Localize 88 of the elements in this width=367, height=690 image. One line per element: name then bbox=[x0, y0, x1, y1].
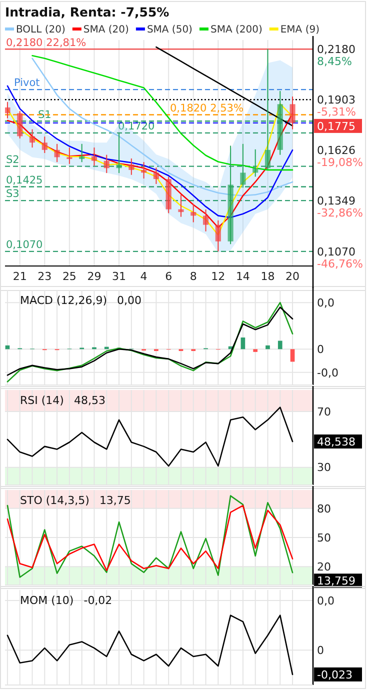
candlestick bbox=[5, 101, 10, 119]
legend-label: SMA (200) bbox=[210, 24, 262, 36]
x-tick-label: 18 bbox=[260, 270, 275, 283]
bar bbox=[104, 346, 109, 350]
chart-subtitle: 0,00 bbox=[117, 294, 142, 307]
x-tick-label: 4 bbox=[140, 270, 148, 283]
ref-line-label: 0,1820 2,53% bbox=[170, 102, 244, 114]
x-tick-label: 14 bbox=[236, 270, 250, 283]
y-tick-label: -0,0 bbox=[317, 366, 338, 380]
x-tick-label: 6 bbox=[165, 270, 172, 283]
candlestick bbox=[240, 143, 246, 188]
line-series bbox=[6, 614, 294, 676]
ref-line-label: 0,1070 bbox=[6, 239, 43, 252]
candlestick bbox=[104, 154, 110, 174]
text: 8,45% bbox=[317, 54, 352, 68]
y-tick-label: 30 bbox=[317, 461, 331, 474]
bar bbox=[266, 345, 270, 350]
bar bbox=[240, 338, 246, 350]
y-tick-label: 0 bbox=[317, 342, 324, 356]
candlestick bbox=[178, 194, 184, 218]
candlestick bbox=[153, 167, 159, 184]
chart-subtitle: 13,75 bbox=[99, 494, 131, 507]
legend-label: EMA (9) bbox=[280, 24, 320, 36]
chart-subtitle: 48,53 bbox=[74, 394, 106, 407]
candlestick bbox=[42, 136, 48, 154]
y-tick-label: 0,1626 bbox=[317, 144, 356, 157]
candlestick bbox=[290, 96, 296, 130]
chart-title: MOM (10) bbox=[20, 594, 74, 607]
bar bbox=[253, 349, 258, 352]
y-tick-label: 0,0 bbox=[317, 296, 334, 310]
y-tick-label: 20 bbox=[317, 560, 331, 574]
x-tick-label: 23 bbox=[38, 270, 52, 283]
candlestick bbox=[17, 110, 23, 139]
text: -5,31% bbox=[317, 105, 356, 118]
candlestick bbox=[29, 128, 36, 148]
chart-title: Intradia, Renta: -7,55% bbox=[5, 4, 170, 20]
candlestick bbox=[54, 143, 60, 163]
y-tick-label: 0,1070 bbox=[317, 245, 356, 258]
ref-line-label: Pivot bbox=[14, 77, 40, 90]
candlestick bbox=[202, 209, 209, 232]
text: 0,1775 bbox=[317, 120, 356, 133]
text: -19,08% bbox=[317, 156, 363, 169]
text: 48,538 bbox=[317, 435, 356, 448]
line-series bbox=[6, 406, 294, 467]
text: 13,759 bbox=[317, 574, 356, 588]
chart-title: RSI (14) bbox=[20, 394, 64, 407]
candlestick bbox=[252, 148, 258, 178]
y-tick-label: 0 bbox=[317, 644, 324, 658]
y-tick-label: 0,1349 bbox=[317, 194, 356, 208]
x-tick-label: 8 bbox=[190, 270, 197, 283]
text: -0,023 bbox=[317, 668, 352, 682]
y-tick-label: 0,2180 bbox=[317, 42, 356, 56]
bar bbox=[290, 349, 295, 362]
line-series bbox=[6, 495, 294, 578]
ref-line-label: S2 bbox=[6, 154, 20, 166]
candlestick bbox=[141, 162, 147, 180]
line-series bbox=[6, 504, 294, 572]
candlestick bbox=[128, 158, 134, 176]
candlestick bbox=[91, 147, 98, 166]
x-tick-label: 20 bbox=[286, 270, 300, 283]
x-tick-label: 21 bbox=[12, 270, 27, 283]
chart-title: STO (14,3,5) bbox=[20, 494, 90, 507]
candlestick bbox=[116, 133, 122, 174]
chart-subtitle: -0,02 bbox=[84, 594, 112, 607]
ref-line-label: 0,1425 bbox=[6, 174, 43, 186]
line-series bbox=[6, 85, 294, 218]
candlestick bbox=[190, 204, 196, 223]
text: -46,76% bbox=[317, 257, 363, 270]
ref-line-label: 0,2180 22,81% bbox=[6, 36, 86, 49]
x-tick-label: 31 bbox=[112, 270, 126, 283]
chart-title: MACD (12,26,9) bbox=[20, 294, 108, 307]
candlestick bbox=[215, 220, 221, 252]
y-tick-label: 50 bbox=[317, 531, 331, 544]
x-tick-label: 25 bbox=[62, 270, 76, 283]
legend-label: SMA (20) bbox=[83, 24, 130, 36]
x-tick-label: 12 bbox=[211, 270, 226, 283]
x-tick-label: 29 bbox=[87, 270, 102, 283]
candlestick bbox=[79, 143, 85, 163]
legend-label: BOLL (20) bbox=[16, 24, 66, 36]
candlestick bbox=[66, 147, 72, 164]
legend-label: SMA (50) bbox=[146, 24, 193, 36]
y-tick-label: 0,0 bbox=[317, 594, 334, 608]
y-tick-label: 0,1903 bbox=[317, 93, 356, 106]
ref-line-label: S3 bbox=[6, 188, 20, 200]
text: -32,86% bbox=[317, 206, 363, 220]
bar bbox=[278, 340, 282, 350]
y-tick-label: 70 bbox=[317, 405, 331, 418]
y-tick-label: 80 bbox=[317, 502, 331, 516]
